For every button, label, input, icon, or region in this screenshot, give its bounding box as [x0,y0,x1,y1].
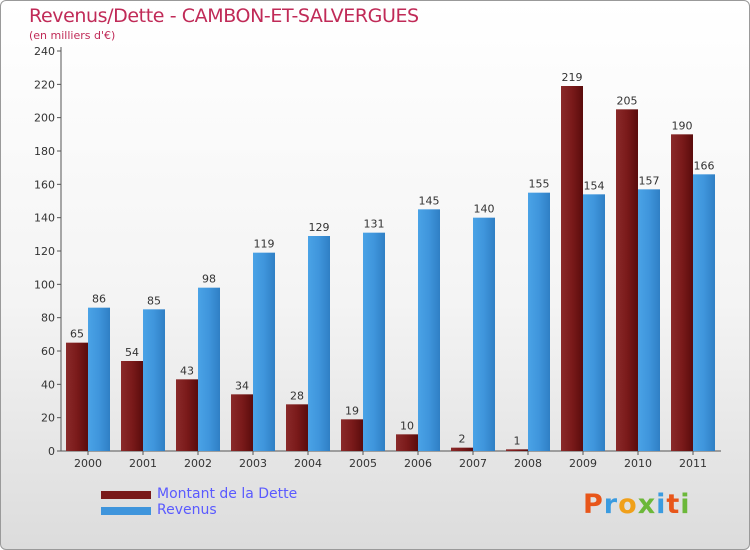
bar-revenus [253,252,275,451]
y-tick-label: 140 [34,212,55,225]
bar-dette [231,394,253,451]
data-label-dette: 43 [180,364,194,377]
x-tick-label: 2008 [514,457,542,470]
bar-dette [561,86,583,451]
logo-letter: P [583,489,604,520]
bar-revenus [363,232,385,451]
data-label-dette: 190 [672,119,693,132]
data-label-dette: 10 [400,419,414,432]
x-tick-label: 2004 [294,457,322,470]
bar-revenus [693,174,715,452]
bar-revenus [473,217,495,451]
bar-revenus [418,209,440,451]
x-tick-label: 2011 [679,457,707,470]
data-label-dette: 205 [617,94,638,107]
y-tick-label: 60 [41,345,55,358]
bar-dette [66,342,88,451]
chart-subtitle: (en milliers d'€) [29,29,116,42]
x-tick-label: 2000 [74,457,102,470]
x-tick-label: 2003 [239,457,267,470]
legend-swatch-dette [101,491,151,499]
y-tick-label: 240 [34,45,55,58]
bar-revenus [143,309,165,451]
data-label-revenus: 157 [639,174,660,187]
y-tick-label: 200 [34,112,55,125]
logo-letter: i [656,489,667,520]
legend-swatch-revenus [101,507,151,515]
bar-dette [176,379,198,451]
data-label-revenus: 86 [92,293,106,306]
data-label-revenus: 140 [474,203,495,216]
logo-letter: o [618,489,638,520]
data-label-revenus: 85 [147,294,161,307]
legend-label-dette: Montant de la Dette [157,486,298,502]
data-label-dette: 28 [290,389,304,402]
bar-dette [121,361,143,451]
y-tick-label: 120 [34,245,55,258]
logo-letter: t [666,489,681,520]
legend-label-revenus: Revenus [157,502,217,518]
y-tick-label: 80 [41,312,55,325]
data-label-revenus: 166 [694,159,715,172]
x-tick-label: 2002 [184,457,212,470]
chart-title: Revenus/Dette - CAMBON-ET-SALVERGUES [29,5,419,27]
bar-revenus [583,194,605,452]
data-label-dette: 34 [235,379,249,392]
logo-letter: x [637,489,657,520]
logo-letter: r [603,489,619,520]
x-tick-label: 2007 [459,457,487,470]
x-tick-label: 2010 [624,457,652,470]
y-tick-label: 40 [41,378,55,391]
y-tick-label: 0 [48,445,55,458]
bar-dette [451,447,473,451]
bar-revenus [198,287,220,451]
bar-dette [671,134,693,452]
bar-dette [286,404,308,451]
y-tick-label: 20 [41,412,55,425]
proxiti-logo: Proxiti [583,489,691,520]
bar-dette [506,449,528,451]
data-label-dette: 19 [345,404,359,417]
x-tick-label: 2009 [569,457,597,470]
bar-revenus [528,192,550,451]
bar-revenus [638,189,660,452]
y-tick-label: 100 [34,278,55,291]
data-label-revenus: 131 [364,218,385,231]
data-label-revenus: 119 [254,238,275,251]
x-tick-label: 2005 [349,457,377,470]
bar-dette [341,419,363,451]
y-tick-label: 160 [34,178,55,191]
data-label-dette: 219 [562,71,583,84]
data-label-dette: 2 [459,433,466,446]
data-label-dette: 54 [125,346,139,359]
data-label-revenus: 145 [419,194,440,207]
data-label-revenus: 155 [529,178,550,191]
data-label-dette: 65 [70,328,84,341]
y-tick-label: 220 [34,78,55,91]
bar-dette [616,109,638,451]
bar-dette [396,434,418,451]
logo-letter: i [680,489,691,520]
bar-revenus [88,307,110,451]
data-label-dette: 1 [514,434,521,447]
data-label-revenus: 98 [202,273,216,286]
data-label-revenus: 154 [584,179,605,192]
x-tick-label: 2006 [404,457,432,470]
data-label-revenus: 129 [309,221,330,234]
y-tick-label: 180 [34,145,55,158]
x-tick-label: 2001 [129,457,157,470]
bar-revenus [308,236,330,451]
